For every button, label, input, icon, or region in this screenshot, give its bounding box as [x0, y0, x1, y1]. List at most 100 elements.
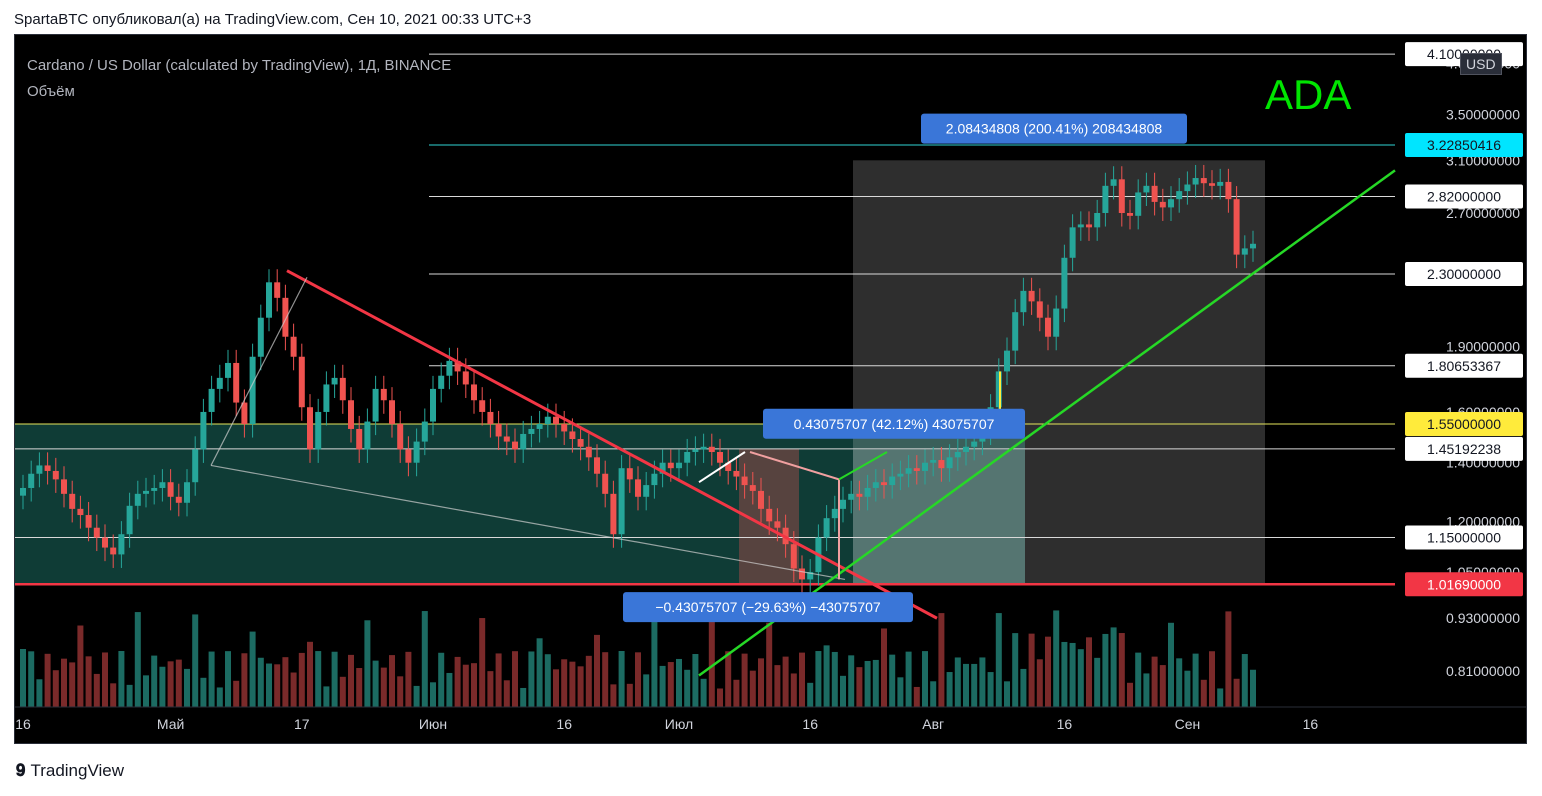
- volume-bar: [20, 649, 26, 707]
- volume-bar: [823, 645, 830, 707]
- volume-bar: [446, 672, 453, 707]
- candle-body: [1241, 248, 1248, 255]
- volume-bar: [1118, 633, 1125, 707]
- volume-bar: [1053, 610, 1060, 707]
- candle-body: [1102, 185, 1109, 213]
- candle-body: [159, 482, 166, 488]
- volume-bar: [626, 683, 633, 707]
- candle-body: [69, 493, 76, 509]
- chart-legend: Cardano / US Dollar (calculated by Tradi…: [27, 53, 451, 105]
- candle-body: [372, 388, 379, 422]
- price-level-label: 1.15000000: [1427, 530, 1501, 546]
- candle-body: [52, 470, 59, 480]
- volume-bar: [102, 652, 108, 707]
- currency-button[interactable]: USD: [1460, 53, 1502, 75]
- candle-body: [553, 416, 559, 425]
- candle-body: [577, 439, 584, 447]
- volume-bar: [274, 664, 281, 707]
- volume-bar: [692, 654, 699, 707]
- candle-body: [126, 505, 133, 535]
- measure-zone-small: [853, 449, 1025, 585]
- volume-bar: [118, 651, 125, 707]
- x-tick-label: 17: [294, 716, 310, 732]
- candle-body: [134, 493, 141, 506]
- symbol-title[interactable]: Cardano / US Dollar (calculated by Tradi…: [27, 57, 452, 74]
- price-level-label: 1.80653367: [1427, 358, 1501, 374]
- chart-panel[interactable]: 2.08434808 (200.41%) 208434808 0.43075707…: [14, 34, 1527, 744]
- volume-bar: [282, 657, 289, 707]
- volume-bar: [897, 677, 904, 707]
- candle-body: [758, 490, 764, 509]
- volume-bar: [61, 658, 67, 707]
- candle-body: [1028, 290, 1035, 302]
- volume-bar: [979, 657, 986, 707]
- x-tick-label: Авг: [922, 716, 944, 732]
- candle-body: [881, 482, 887, 486]
- volume-label[interactable]: Объём: [27, 83, 75, 100]
- price-level-label: 1.55000000: [1427, 416, 1501, 432]
- volume-bar: [380, 667, 387, 707]
- candle-body: [1225, 181, 1232, 200]
- candle-body: [520, 433, 527, 450]
- volume-bar: [233, 680, 240, 707]
- candle-body: [184, 482, 190, 503]
- candle-body: [512, 441, 518, 450]
- volume-bar: [544, 654, 551, 707]
- volume-bar: [167, 661, 174, 707]
- candle-body: [462, 371, 469, 385]
- volume-bar: [585, 655, 592, 707]
- candle-body: [823, 518, 830, 538]
- candle-body: [397, 424, 404, 450]
- y-tick-label: 3.50000000: [1446, 106, 1520, 122]
- candle-body: [954, 452, 961, 458]
- candle-body: [1250, 243, 1256, 249]
- candle-body: [85, 515, 92, 528]
- candle-body: [594, 457, 600, 474]
- y-tick-label: 2.70000000: [1446, 205, 1520, 221]
- measure-label-box: [623, 592, 913, 623]
- volume-bar: [577, 666, 584, 707]
- candle-body: [298, 356, 305, 408]
- measure-label: −0.43075707 (−29.63%) −43075707: [655, 599, 881, 615]
- candle-body: [831, 508, 838, 519]
- x-tick-label: Июн: [419, 716, 447, 732]
- volume-bar: [741, 653, 748, 707]
- candle-body: [618, 468, 625, 535]
- path-arrow-green: [838, 451, 888, 481]
- volume-bar: [618, 651, 625, 707]
- volume-bar: [905, 651, 912, 707]
- volume-bar: [512, 651, 518, 707]
- volume-bar: [315, 651, 322, 707]
- volume-bar: [389, 655, 395, 707]
- volume-bar: [126, 684, 133, 707]
- candle-body: [61, 479, 67, 494]
- volume-bar: [799, 652, 805, 707]
- candle-body: [28, 473, 35, 488]
- candle-body: [282, 297, 289, 337]
- volume-bar: [1036, 659, 1043, 707]
- candle-body: [389, 400, 395, 425]
- volume-bar: [946, 672, 953, 707]
- volume-bar: [1192, 653, 1199, 707]
- candle-body: [331, 377, 338, 385]
- volume-bar: [536, 638, 543, 707]
- candle-body: [1004, 350, 1010, 372]
- candle-body: [897, 473, 904, 477]
- candle-body: [118, 534, 125, 555]
- candle-body: [971, 441, 978, 447]
- volume-bar: [676, 658, 682, 707]
- volume-bar: [307, 641, 313, 707]
- volume-bar: [872, 659, 879, 707]
- volume-bar: [856, 667, 863, 707]
- volume-bar: [208, 651, 215, 707]
- volume-bar: [298, 652, 305, 707]
- volume-bar: [831, 651, 838, 707]
- candle-body: [290, 336, 297, 357]
- candle-body: [446, 360, 453, 376]
- price-chart[interactable]: 2.08434808 (200.41%) 208434808 0.43075707…: [15, 35, 1526, 743]
- volume-bar: [1209, 651, 1215, 707]
- volume-bar: [290, 672, 297, 707]
- candle-body: [1061, 257, 1068, 309]
- volume-bar: [1241, 654, 1248, 707]
- volume-bar: [963, 663, 969, 707]
